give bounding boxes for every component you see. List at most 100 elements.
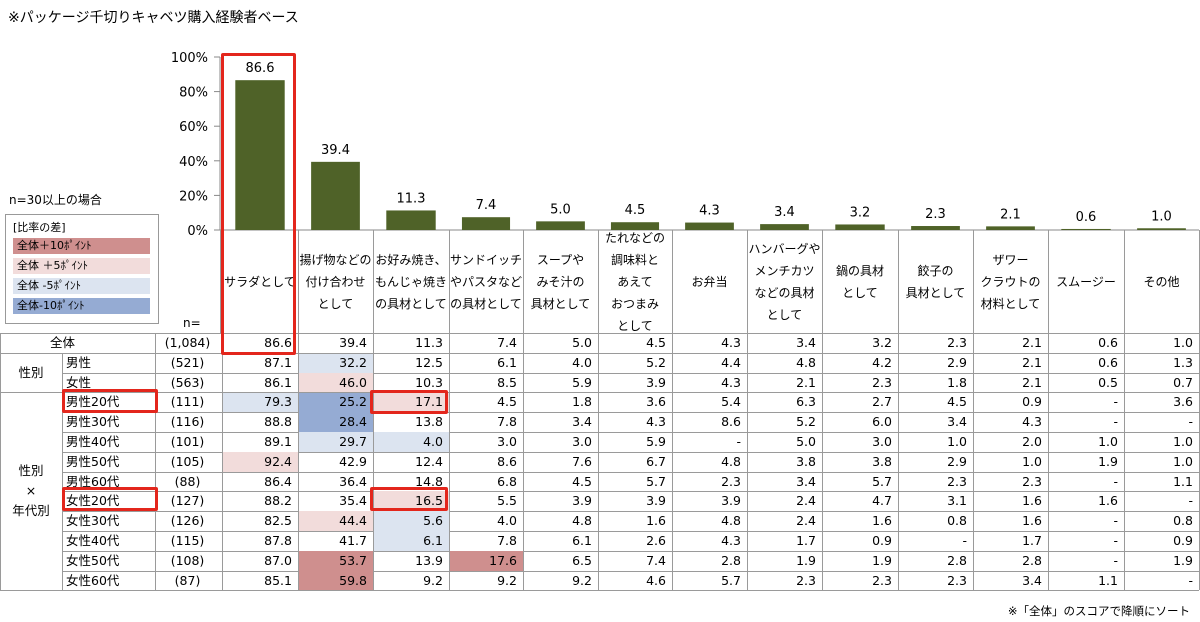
- bar-value-label: 7.4: [476, 198, 497, 213]
- table-cell: 2.9: [947, 453, 967, 469]
- table-cell: 1.0: [1173, 453, 1193, 469]
- table-cell: 3.4: [572, 414, 592, 430]
- table-cell: 1.7: [796, 533, 816, 548]
- row-label: 男性: [66, 354, 92, 370]
- row-divider: [62, 432, 1199, 433]
- table-cell: 4.2: [872, 354, 892, 370]
- row-n: (108): [170, 552, 205, 568]
- col-divider: [523, 333, 524, 591]
- table-cell: 3.4: [947, 414, 967, 430]
- row-n: (105): [170, 453, 205, 469]
- table-cell: 5.5: [497, 493, 517, 509]
- table-cell: 1.9: [872, 552, 892, 568]
- row-label: 男性40代: [66, 434, 120, 449]
- table-cell: 1.0: [1098, 434, 1118, 449]
- col-divider: [973, 333, 974, 591]
- bar-value-label: 39.4: [321, 143, 350, 158]
- table-cell: 10.3: [415, 374, 443, 390]
- row-n: (127): [170, 493, 205, 509]
- bar: [311, 161, 360, 230]
- table-cell: 4.4: [721, 354, 741, 370]
- table-cell: 1.0: [1173, 335, 1193, 350]
- bar: [685, 222, 734, 230]
- col-divider: [598, 333, 599, 591]
- table-cell: 4.8: [572, 513, 592, 529]
- table-cell: 4.3: [1022, 414, 1042, 430]
- table-cell: 3.6: [646, 394, 666, 410]
- table-cell: 16.5: [373, 491, 449, 512]
- row-n: (563): [170, 374, 205, 390]
- legend-title: [比率の差]: [13, 221, 66, 234]
- category-header: スープや みそ汁の 具材として: [530, 252, 591, 311]
- row-divider: [62, 550, 1199, 552]
- table-cell: 89.1: [264, 434, 292, 449]
- table-cell: 86.1: [264, 374, 292, 390]
- table-cell: 1.8: [572, 394, 592, 410]
- table-cell: 3.6: [1173, 394, 1193, 410]
- col-divider: [222, 333, 223, 591]
- table-cell: 3.0: [497, 434, 517, 449]
- table-cell: 13.8: [415, 414, 443, 430]
- table-cell: 8.5: [497, 374, 517, 390]
- table-cell: 4.5: [572, 473, 592, 489]
- col-divider: [1048, 333, 1049, 591]
- row-n: (126): [170, 513, 205, 529]
- table-cell: -: [1188, 572, 1193, 588]
- category-header: ザワー クラウトの 材料として: [980, 252, 1041, 311]
- row-n: (1,084): [164, 335, 211, 350]
- table-cell: 35.4: [339, 493, 367, 509]
- table-cell: 3.9: [646, 493, 666, 509]
- header-divider: [1048, 230, 1049, 333]
- category-header: サンドイッチ やパスタなど の具材として: [449, 252, 522, 311]
- table-cell: 2.8: [721, 552, 741, 568]
- row-divider: [62, 570, 1199, 572]
- table-cell: 86.4: [264, 473, 292, 489]
- row-label: 女性: [66, 374, 92, 390]
- table-cell: 3.2: [872, 335, 892, 350]
- table-cell: 3.0: [872, 434, 892, 449]
- table-cell: 1.6: [646, 513, 666, 529]
- table-cell: 87.0: [264, 552, 292, 568]
- table-cell: 4.3: [721, 335, 741, 350]
- table-cell: -: [1113, 533, 1118, 548]
- table-cell: 0.8: [947, 513, 967, 529]
- group-col-divider: [62, 352, 63, 591]
- table-cell: -: [1113, 394, 1118, 410]
- row-divider: [62, 491, 1199, 493]
- group-divider: [0, 352, 1199, 354]
- bar: [1137, 228, 1186, 230]
- table-cell: 7.8: [497, 414, 517, 430]
- table-cell: 6.5: [572, 552, 592, 568]
- row-divider: [62, 451, 1199, 453]
- header-divider: [220, 230, 221, 333]
- table-cell: -: [1113, 513, 1118, 529]
- highlight-male20s: [62, 389, 158, 414]
- table-cell: 8.6: [721, 414, 741, 430]
- table-cell: 1.9: [796, 552, 816, 568]
- table-cell: 5.6: [373, 511, 449, 531]
- header-divider: [523, 230, 524, 333]
- table-cell: 1.8: [947, 374, 967, 390]
- table-cell: 46.0: [298, 372, 373, 393]
- table-cell: 6.7: [646, 453, 666, 469]
- table-cell: 12.4: [415, 453, 443, 469]
- row-n: (88): [174, 473, 201, 489]
- table-cell: 2.4: [796, 513, 816, 529]
- table-cell: 17.6: [449, 550, 523, 571]
- row-n: (101): [170, 434, 205, 449]
- table-cell: 4.5: [646, 335, 666, 350]
- bar: [386, 210, 436, 230]
- row-label: 全体: [50, 335, 76, 350]
- table-cell: 6.1: [373, 531, 449, 551]
- bar: [610, 222, 660, 230]
- bar: [911, 226, 960, 230]
- table-cell: 7.4: [497, 335, 517, 350]
- table-cell: 0.9: [872, 533, 892, 548]
- table-cell: 1.0: [1173, 434, 1193, 449]
- table-cell: 28.4: [298, 412, 373, 432]
- table-cell: 0.6: [1098, 335, 1118, 350]
- category-header: その他: [1143, 274, 1180, 289]
- table-cell: 5.0: [796, 434, 816, 449]
- table-cell: 87.1: [264, 354, 292, 370]
- table-cell: 6.1: [572, 533, 592, 548]
